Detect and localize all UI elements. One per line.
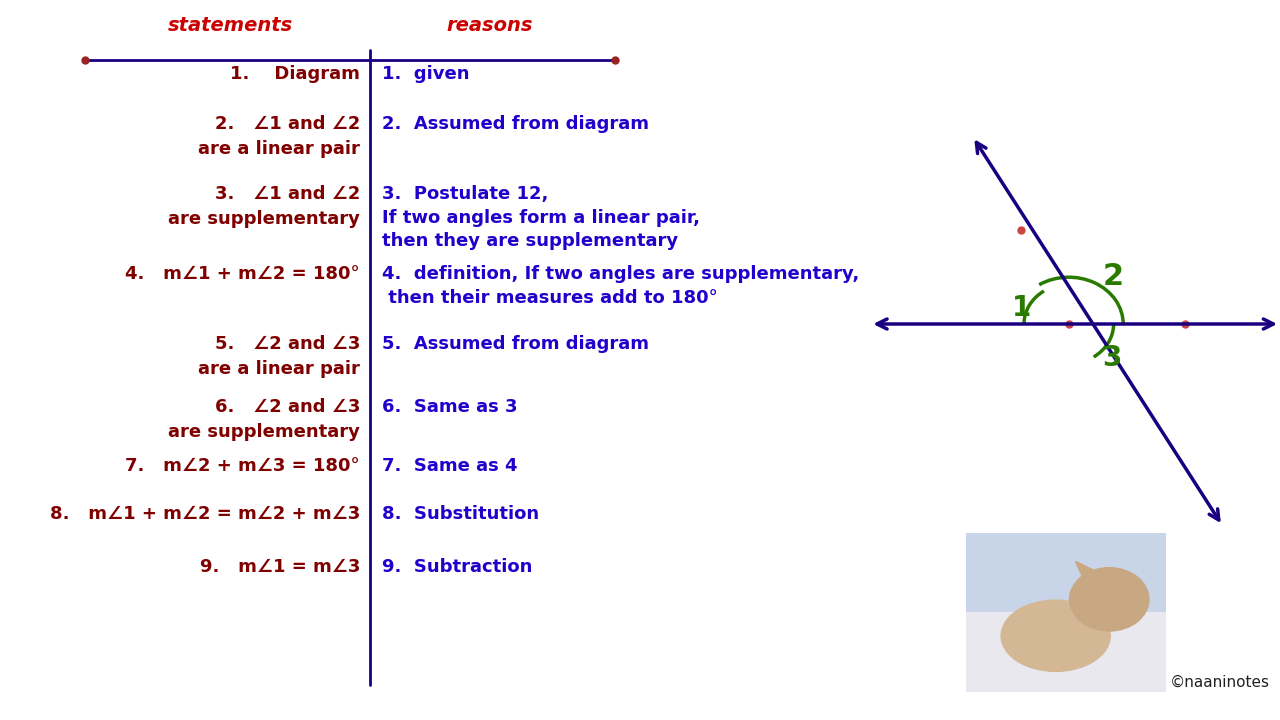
Text: 9.   m∠1 = m∠3: 9. m∠1 = m∠3: [200, 558, 360, 576]
Text: 9.  Subtraction: 9. Subtraction: [381, 558, 532, 576]
Text: 3.  Postulate 12,
If two angles form a linear pair,
then they are supplementary: 3. Postulate 12, If two angles form a li…: [381, 185, 700, 250]
Text: 5.   ∠2 and ∠3
    are a linear pair: 5. ∠2 and ∠3 are a linear pair: [173, 335, 360, 378]
Text: 7.   m∠2 + m∠3 = 180°: 7. m∠2 + m∠3 = 180°: [125, 457, 360, 475]
Text: 2: 2: [1103, 262, 1124, 292]
Text: 4.  definition, If two angles are supplementary,
 then their measures add to 180: 4. definition, If two angles are supplem…: [381, 265, 859, 307]
Text: 6.   ∠2 and ∠3
    are supplementary: 6. ∠2 and ∠3 are supplementary: [143, 398, 360, 441]
Text: 4.   m∠1 + m∠2 = 180°: 4. m∠1 + m∠2 = 180°: [125, 265, 360, 283]
Text: 6.  Same as 3: 6. Same as 3: [381, 398, 517, 416]
Text: 2.  Assumed from diagram: 2. Assumed from diagram: [381, 115, 649, 133]
Ellipse shape: [1001, 600, 1110, 671]
Text: 3: 3: [1102, 344, 1121, 372]
Text: 5.  Assumed from diagram: 5. Assumed from diagram: [381, 335, 649, 353]
Text: 3.   ∠1 and ∠2
    are supplementary: 3. ∠1 and ∠2 are supplementary: [143, 185, 360, 228]
Text: ©naaninotes: ©naaninotes: [1170, 675, 1270, 690]
Text: 1: 1: [1011, 294, 1030, 322]
Circle shape: [1070, 567, 1149, 631]
Text: 8.  Substitution: 8. Substitution: [381, 505, 539, 523]
Polygon shape: [1075, 562, 1101, 583]
Text: 1.    Diagram: 1. Diagram: [230, 65, 360, 83]
Text: 8.   m∠1 + m∠2 = m∠2 + m∠3: 8. m∠1 + m∠2 = m∠2 + m∠3: [50, 505, 360, 523]
Text: reasons: reasons: [447, 16, 534, 35]
Text: 1.  given: 1. given: [381, 65, 470, 83]
Text: 2.   ∠1 and ∠2
    are a linear pair: 2. ∠1 and ∠2 are a linear pair: [173, 115, 360, 158]
Text: 7.  Same as 4: 7. Same as 4: [381, 457, 517, 475]
Text: statements: statements: [168, 16, 293, 35]
